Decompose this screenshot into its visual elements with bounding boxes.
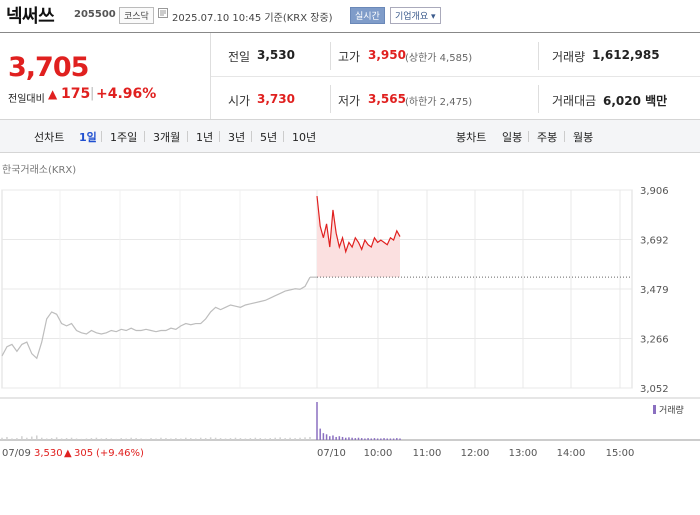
- stats-divider: [538, 42, 539, 70]
- y-tick-label: 3,052: [640, 384, 669, 395]
- info-date: 07/09: [2, 448, 31, 459]
- x-tick-label: 12:00: [461, 448, 490, 459]
- change-separator: |: [90, 86, 95, 101]
- change-value: 175: [61, 86, 91, 102]
- x-tick-label: 11:00: [413, 448, 442, 459]
- stock-code: 205500: [74, 9, 116, 20]
- stats-divider: [538, 85, 539, 113]
- volume-legend-label: 거래량: [659, 404, 684, 416]
- upper-limit: (상한가 4,585): [405, 53, 473, 64]
- tab-divider: [144, 131, 145, 142]
- volume-value: 1,612,985: [592, 48, 660, 62]
- series-line-07-09: [1, 276, 311, 360]
- volume-label: 거래량: [552, 50, 586, 64]
- tab-10years[interactable]: 10년: [292, 131, 317, 144]
- tab-1day[interactable]: 1일: [79, 131, 97, 144]
- y-tick-label: 3,906: [640, 186, 669, 197]
- info-up-arrow-icon: ▲: [64, 448, 72, 459]
- tab-divider: [283, 131, 284, 142]
- tab-1week[interactable]: 1주일: [110, 131, 138, 144]
- open-label: 시가: [228, 94, 251, 108]
- trade-value-label: 거래대금: [552, 94, 597, 108]
- prev-close-value: 3,530: [257, 48, 295, 62]
- tab-divider: [187, 131, 188, 142]
- realtime-button[interactable]: 실시간: [350, 7, 385, 24]
- stock-name: 넥써쓰: [6, 6, 55, 27]
- trade-value: 6,020 백만: [603, 94, 668, 108]
- tab-weekly-candle[interactable]: 주봉: [537, 131, 558, 144]
- low-value: 3,565: [368, 92, 406, 106]
- x-tick-label: 13:00: [509, 448, 538, 459]
- line-chart-label: 선차트: [34, 131, 65, 144]
- x-tick-label: 14:00: [557, 448, 586, 459]
- price-chart: 3,906 3,692 3,479 3,266 3,052 07/10 10:00 11:0…: [0, 186, 700, 459]
- chart-tab-bar: [0, 119, 700, 153]
- bottom-info: 07/09 3,530 ▲ 305 (+9.46%): [2, 448, 144, 459]
- clock-icon: [158, 8, 168, 18]
- series-area-07-10: [317, 196, 400, 278]
- change-rate: +4.96%: [96, 86, 157, 102]
- x-tick-label: 15:00: [606, 448, 635, 459]
- volume-legend: 거래량: [653, 404, 684, 416]
- candle-chart-label: 봉차트: [456, 131, 487, 144]
- y-axis-labels: 3,906 3,692 3,479 3,266 3,052: [640, 186, 669, 395]
- current-price: 3,705: [8, 52, 89, 83]
- chart-source: 한국거래소(KRX): [2, 165, 77, 176]
- tab-3years[interactable]: 3년: [228, 131, 246, 144]
- stats-divider: [330, 42, 331, 70]
- tab-monthly-candle[interactable]: 월봉: [573, 131, 594, 144]
- x-axis-labels: 07/10 10:00 11:00 12:00 13:00 14:00 15:00: [317, 448, 634, 459]
- tab-1year[interactable]: 1년: [196, 131, 214, 144]
- timestamp: 2025.07.10 10:45 기준(KRX 장중): [172, 13, 333, 24]
- x-tick-label: 10:00: [364, 448, 393, 459]
- tab-divider: [219, 131, 220, 142]
- tab-divider: [251, 131, 252, 142]
- tab-3months[interactable]: 3개월: [153, 131, 181, 144]
- change-label: 전일대비: [8, 94, 45, 105]
- tab-divider: [528, 131, 529, 142]
- header-divider: [0, 32, 700, 33]
- chart-area-fill: [317, 196, 400, 278]
- high-value: 3,950: [368, 48, 406, 62]
- high-label: 고가: [338, 50, 361, 64]
- stats-divider: [330, 85, 331, 113]
- info-change: 305: [74, 448, 93, 459]
- up-arrow-icon: ▲: [48, 87, 58, 101]
- stats-row-divider: [211, 76, 700, 77]
- y-tick-label: 3,479: [640, 285, 669, 296]
- info-close: 3,530: [34, 448, 63, 459]
- tab-divider: [101, 131, 102, 142]
- y-tick-label: 3,266: [640, 335, 669, 346]
- y-tick-label: 3,692: [640, 236, 669, 247]
- info-rate: (+9.46%): [96, 448, 144, 459]
- prev-close-label: 전일: [228, 50, 251, 64]
- series-line-07-10: [316, 195, 401, 254]
- volume-legend-swatch: [653, 405, 656, 414]
- open-value: 3,730: [257, 92, 295, 106]
- company-overview-dropdown[interactable]: 기업개요 ▾: [390, 7, 441, 24]
- tab-daily-candle[interactable]: 일봉: [502, 131, 523, 144]
- chart-lines: [1, 195, 632, 360]
- lower-limit: (하한가 2,475): [405, 97, 473, 108]
- low-label: 저가: [338, 94, 361, 108]
- chart-grid: [0, 189, 700, 441]
- price-divider: [210, 33, 211, 119]
- market-badge: 코스닥: [119, 7, 154, 24]
- tab-divider: [564, 131, 565, 142]
- volume-bars: [1, 402, 401, 440]
- x-tick-label: 07/10: [317, 448, 346, 459]
- tab-5years[interactable]: 5년: [260, 131, 278, 144]
